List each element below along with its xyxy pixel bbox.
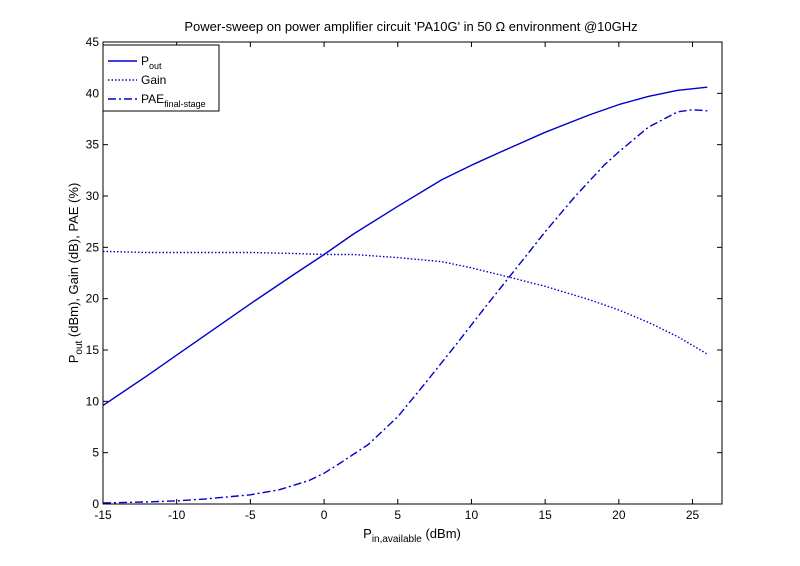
legend-box [102, 44, 220, 112]
x-axis-label: Pin,available (dBm) [363, 526, 461, 545]
y-tick-label: 40 [86, 86, 100, 100]
legend-pae-sub: final-stage [164, 99, 206, 109]
y-axis: 0 5 10 15 20 25 30 35 40 45 [86, 35, 722, 511]
x-axis: -15 -10 -5 0 5 10 15 20 25 [94, 42, 700, 522]
chart-title: Power-sweep on power amplifier circuit '… [184, 19, 637, 34]
x-tick-label: 5 [394, 508, 401, 522]
x-tick-label: 10 [465, 508, 479, 522]
legend-label-pae: PAEfinal-stage [141, 92, 206, 109]
plot-frame [102, 41, 723, 505]
series-pout-line [102, 86, 708, 406]
x-tick-label: 15 [538, 508, 552, 522]
x-tick-label: -5 [245, 508, 256, 522]
x-tick-label: -15 [94, 508, 112, 522]
series-gain-line [102, 250, 708, 355]
y-tick-label: 35 [86, 138, 100, 152]
legend: Pout Gain PAEfinal-stage [102, 44, 220, 112]
y-label-sub: out [74, 340, 85, 354]
x-label-main: P [363, 526, 372, 541]
x-tick-label: 25 [686, 508, 700, 522]
y-tick-label: 5 [92, 446, 99, 460]
x-tick-label: 20 [612, 508, 626, 522]
legend-pae-main: PAE [141, 92, 164, 106]
y-tick-label: 15 [86, 343, 100, 357]
y-tick-label: 30 [86, 189, 100, 203]
legend-label-gain: Gain [141, 73, 166, 87]
legend-pout-main: P [141, 54, 149, 68]
x-label-sub: in,available [372, 534, 422, 545]
y-tick-label: 45 [86, 35, 100, 49]
x-tick-label: 0 [321, 508, 328, 522]
series-layer [102, 86, 708, 504]
legend-label-pout: Pout [141, 54, 162, 71]
series-pae-line [102, 109, 708, 504]
y-tick-label: 10 [86, 394, 100, 408]
x-tick-label: -10 [168, 508, 186, 522]
plot-area [103, 42, 722, 504]
y-label-rest: (dBm), Gain (dB), PAE (%) [66, 183, 81, 341]
legend-pout-sub: out [149, 61, 162, 71]
x-label-rest: (dBm) [422, 526, 461, 541]
y-tick-label: 0 [92, 497, 99, 511]
y-label-main: P [66, 355, 81, 364]
y-tick-label: 25 [86, 240, 100, 254]
y-axis-label: Pout (dBm), Gain (dB), PAE (%) [66, 183, 85, 364]
y-tick-label: 20 [86, 292, 100, 306]
